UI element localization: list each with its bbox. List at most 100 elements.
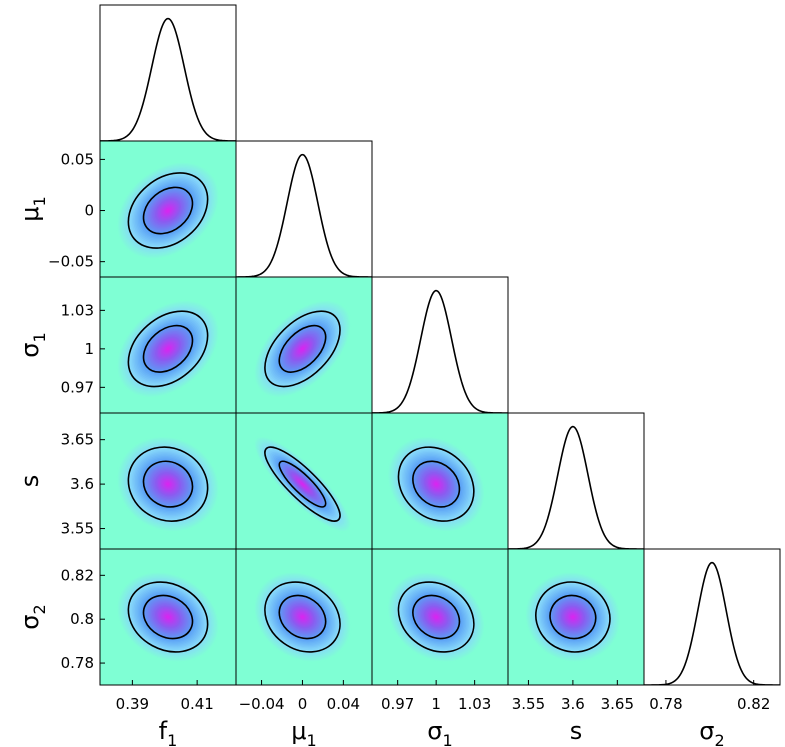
label-subscript: 1 [30,332,49,342]
x-axis-label: s [570,717,583,745]
contour [412,460,461,508]
label-symbol: f [159,717,168,745]
x-tick-label: 0.82 [737,695,770,713]
y-tick-label: 0.78 [61,654,94,672]
contour [142,460,194,508]
y-tick-label: 1.03 [61,301,94,319]
y-axis-label: μ1 [16,196,49,221]
x-tick-label: 0.39 [116,695,149,713]
x-tick-label: 0.04 [327,695,360,713]
panel [236,153,372,277]
contour [127,581,209,653]
contour [278,324,327,373]
x-axis-label: σ1 [427,717,452,747]
y-tick-label: 3.65 [61,431,94,449]
label-subscript: 1 [167,731,177,747]
label-subscript: 1 [30,196,49,206]
contour [397,446,475,522]
contour [535,581,611,653]
label-symbol: s [16,475,44,488]
contour [549,594,597,640]
density-level [166,209,170,212]
marginal-curve [372,289,508,413]
x-axis-label: f1 [159,717,178,747]
panel [372,413,508,549]
x-tick-label: −0.04 [239,695,285,713]
marginal-curve [100,17,236,141]
marginal-curve [644,561,780,685]
contour [127,172,209,249]
contour [397,581,475,653]
panel [236,277,372,413]
x-tick-label: 1 [431,695,441,713]
label-symbol: s [570,717,583,745]
panel [100,549,236,685]
y-tick-label: 0.8 [70,610,94,628]
x-tick-label: 0.41 [180,695,213,713]
y-tick-label: −0.05 [48,253,94,271]
y-tick-label: 0 [84,202,94,220]
x-axis-label: σ2 [699,717,724,747]
contour [142,186,194,235]
marginal-curve [236,153,372,277]
panel [100,17,236,141]
x-tick-label: 3.6 [561,695,585,713]
contour [264,581,341,653]
density-level [434,482,438,486]
y-tick-label: 1 [84,340,94,358]
density-level [166,347,170,351]
panel [508,425,644,549]
contour [278,594,327,640]
label-symbol: σ [699,717,714,745]
density-level [301,615,304,619]
contour [127,446,209,522]
label-symbol: μ [16,206,44,221]
marginal-curve [508,425,644,549]
label-subscript: 2 [30,604,49,614]
label-subscript: 2 [715,731,725,747]
density-level [434,615,438,619]
density-level [571,615,575,619]
panel [372,549,508,685]
panel-border [235,140,373,278]
contour [142,594,194,640]
y-tick-label: 3.55 [61,520,94,538]
panel [508,549,644,685]
panel-border [643,548,781,686]
x-tick-label: 0.97 [381,695,414,713]
label-symbol: σ [16,614,44,629]
label-symbol: σ [427,717,442,745]
panel [100,141,236,277]
contour [264,446,341,522]
density-level [166,615,170,619]
y-axis-label: σ2 [16,604,49,629]
y-tick-label: 0.82 [61,566,94,584]
panel-border [371,276,509,414]
contour [412,594,461,640]
panel [372,289,508,413]
x-tick-label: 3.55 [512,695,545,713]
x-tick-label: 0 [298,695,308,713]
panel [100,413,236,549]
panel [236,549,372,685]
y-tick-label: 3.6 [70,475,94,493]
density-level [166,482,170,486]
panel [236,413,372,549]
x-tick-label: 1.03 [458,695,491,713]
y-axis-label: s [16,475,44,488]
panel [644,561,780,685]
contour [142,324,194,373]
x-tick-label: 0.78 [649,695,682,713]
panel [100,277,236,413]
y-tick-label: 0.97 [61,378,94,396]
x-axis-label: μ1 [291,717,316,747]
y-tick-label: 0.05 [61,150,94,168]
label-symbol: μ [291,717,306,745]
label-subscript: 1 [443,731,453,747]
y-axis-label: σ1 [16,332,49,357]
contour [278,460,327,508]
density-level [301,482,304,486]
panel-border [507,412,645,550]
contour [127,310,209,388]
